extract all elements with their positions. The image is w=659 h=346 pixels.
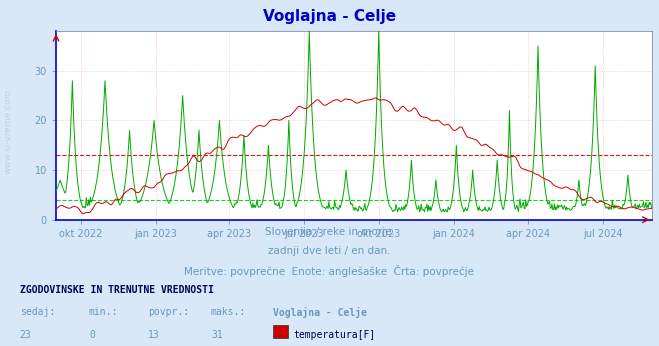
Text: 0: 0 [89,330,95,340]
Text: maks.:: maks.: [211,307,246,317]
Text: min.:: min.: [89,307,119,317]
Text: povpr.:: povpr.: [148,307,189,317]
Text: 31: 31 [211,330,223,340]
Text: Slovenija / reke in morje.: Slovenija / reke in morje. [264,227,395,237]
Text: Voglajna - Celje: Voglajna - Celje [263,9,396,24]
Text: ZGODOVINSKE IN TRENUTNE VREDNOSTI: ZGODOVINSKE IN TRENUTNE VREDNOSTI [20,285,214,295]
Text: temperatura[F]: temperatura[F] [293,330,376,340]
Text: www.si-vreme.com: www.si-vreme.com [4,89,13,174]
Text: 13: 13 [148,330,160,340]
Text: Meritve: povprečne  Enote: anglešaške  Črta: povprečje: Meritve: povprečne Enote: anglešaške Črt… [185,265,474,277]
Text: Voglajna - Celje: Voglajna - Celje [273,307,368,318]
Text: 23: 23 [20,330,32,340]
Text: sedaj:: sedaj: [20,307,55,317]
Text: zadnji dve leti / en dan.: zadnji dve leti / en dan. [268,246,391,256]
